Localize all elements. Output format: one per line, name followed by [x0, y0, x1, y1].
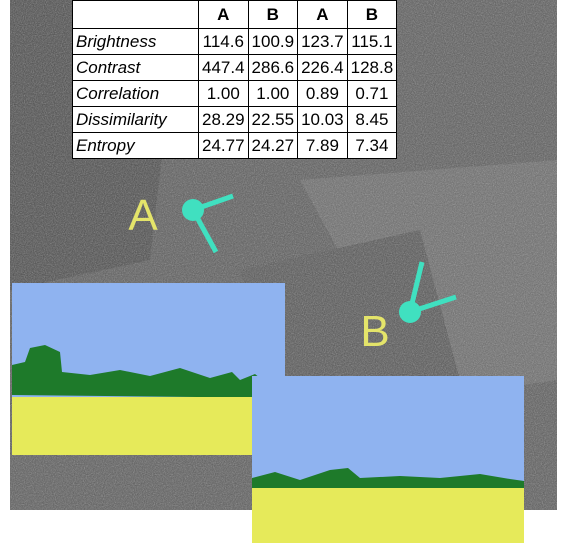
page: A B ABAB Brightness114.6100.9123.7115.1C… — [0, 0, 565, 543]
scene-a — [12, 283, 285, 455]
value-cell: 7.34 — [347, 133, 397, 159]
value-cell: 115.1 — [347, 29, 397, 55]
value-cell: 8.45 — [347, 107, 397, 133]
value-cell: 123.7 — [298, 29, 348, 55]
column-header: A — [298, 1, 348, 29]
value-cell: 114.6 — [199, 29, 249, 55]
value-cell: 0.71 — [347, 81, 397, 107]
value-cell: 0.89 — [298, 81, 348, 107]
value-cell: 7.89 — [298, 133, 348, 159]
column-header: B — [248, 1, 298, 29]
value-cell: 1.00 — [248, 81, 298, 107]
value-cell: 24.27 — [248, 133, 298, 159]
column-header: A — [199, 1, 249, 29]
value-cell: 10.03 — [298, 107, 348, 133]
value-cell: 100.9 — [248, 29, 298, 55]
row-label: Contrast — [73, 55, 199, 81]
value-cell: 226.4 — [298, 55, 348, 81]
scene-b — [252, 376, 524, 543]
value-cell: 128.8 — [347, 55, 397, 81]
corner-cell — [73, 1, 199, 29]
row-label: Dissimilarity — [73, 107, 199, 133]
value-cell: 28.29 — [199, 107, 249, 133]
row-label: Brightness — [73, 29, 199, 55]
row-label: Entropy — [73, 133, 199, 159]
value-cell: 286.6 — [248, 55, 298, 81]
site-label: A — [128, 191, 158, 240]
value-cell: 447.4 — [199, 55, 249, 81]
value-cell: 1.00 — [199, 81, 249, 107]
site-label: B — [360, 307, 389, 356]
value-cell: 24.77 — [199, 133, 249, 159]
column-header: B — [347, 1, 397, 29]
row-label: Correlation — [73, 81, 199, 107]
value-cell: 22.55 — [248, 107, 298, 133]
